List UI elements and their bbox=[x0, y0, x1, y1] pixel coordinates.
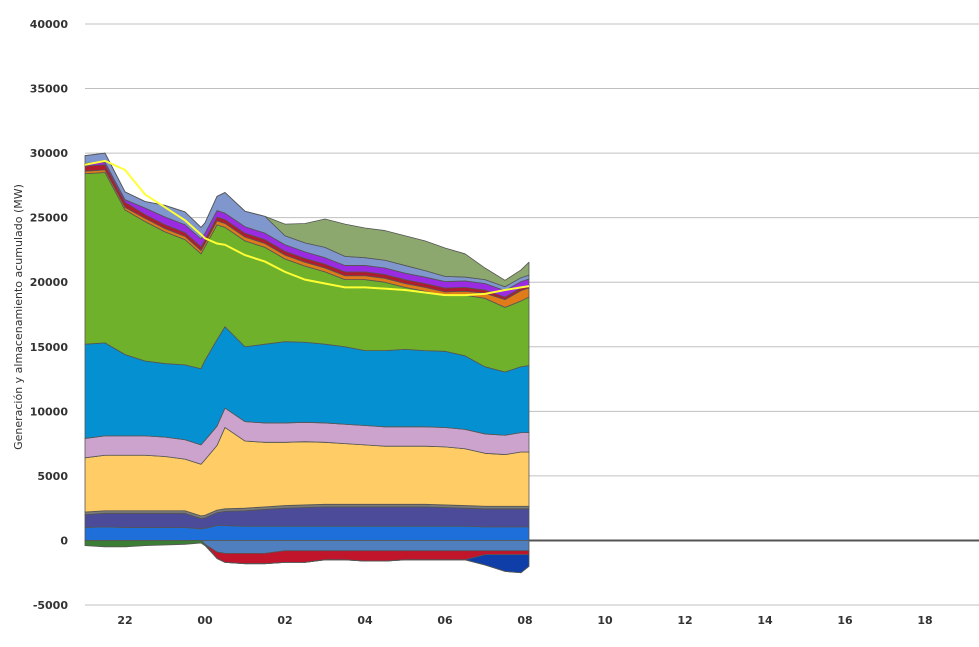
area-layer bbox=[84, 152, 530, 574]
x-tick-label-7: 12 bbox=[677, 614, 692, 627]
x-axis-ticks: 22 00 02 04 06 08 10 12 14 16 18 bbox=[117, 614, 932, 627]
y-tick-label-4: 15000 bbox=[30, 341, 69, 354]
y-tick-label-7: 30000 bbox=[30, 147, 69, 160]
x-tick-label-5: 08 bbox=[517, 614, 532, 627]
y-tick-label-2: 5000 bbox=[37, 470, 68, 483]
x-tick-label-2: 02 bbox=[277, 614, 292, 627]
x-tick-label-0: 22 bbox=[117, 614, 132, 627]
demand-line bbox=[84, 159, 530, 297]
negative-series-area-3 bbox=[84, 540, 530, 574]
y-tick-label-5: 20000 bbox=[30, 276, 69, 289]
y-tick-label-6: 25000 bbox=[30, 212, 69, 225]
y-tick-label-0: -5000 bbox=[33, 599, 69, 612]
x-tick-label-6: 10 bbox=[597, 614, 613, 627]
y-tick-label-9: 40000 bbox=[30, 18, 69, 31]
x-tick-label-10: 18 bbox=[917, 614, 932, 627]
y-tick-label-1: 0 bbox=[60, 534, 68, 547]
y-tick-label-3: 10000 bbox=[30, 405, 69, 418]
line-layer bbox=[84, 159, 979, 542]
x-tick-label-4: 06 bbox=[437, 614, 453, 627]
y-tick-label-8: 35000 bbox=[30, 83, 69, 96]
x-tick-label-8: 14 bbox=[757, 614, 773, 627]
y-axis-ticks: -5000 0 5000 10000 15000 20000 25000 30000 35000… bbox=[30, 18, 69, 612]
x-tick-label-1: 00 bbox=[197, 614, 213, 627]
y-axis-title: Generación y almacenamiento acumulado (M… bbox=[12, 184, 25, 450]
positive-series-area-11 bbox=[84, 152, 530, 288]
x-tick-label-3: 04 bbox=[357, 614, 373, 627]
x-tick-label-9: 16 bbox=[837, 614, 853, 627]
